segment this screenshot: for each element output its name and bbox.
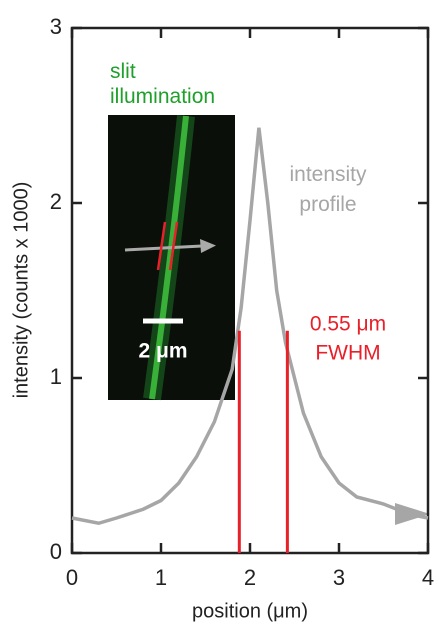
series-label: intensity profile [289,163,367,216]
x-tick-label: 1 [155,565,167,590]
y-tick-label: 2 [50,189,62,214]
x-axis-label: position (μm) [192,600,308,622]
y-tick-label: 3 [50,14,62,39]
scale-label: 2 μm [138,340,187,363]
line [71,127,429,526]
x-tick-label: 4 [422,565,434,590]
inset-image [108,115,235,401]
fwhm-label: 0.55 μm [310,313,386,336]
y-tick-label: 1 [50,364,62,389]
y-axis-label: intensity (counts x 1000) [10,182,32,399]
x-tick-label: 2 [244,565,256,590]
y-tick-label: 0 [50,539,62,564]
x-tick-label: 0 [66,565,78,590]
x-tick-label: 3 [333,565,345,590]
fwhm-sublabel: FWHM [315,342,380,365]
inset-label: slit illumination [110,60,215,108]
